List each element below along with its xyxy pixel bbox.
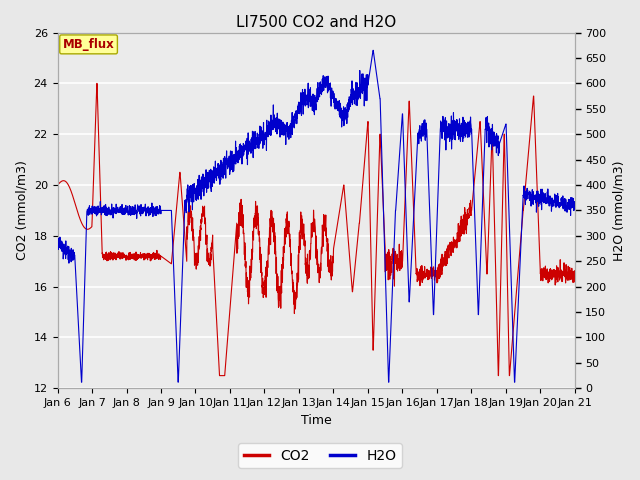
Title: LI7500 CO2 and H2O: LI7500 CO2 and H2O [236, 15, 396, 30]
X-axis label: Time: Time [301, 414, 332, 427]
Y-axis label: CO2 (mmol/m3): CO2 (mmol/m3) [15, 160, 28, 260]
Text: MB_flux: MB_flux [63, 38, 115, 51]
Legend: CO2, H2O: CO2, H2O [238, 443, 402, 468]
Y-axis label: H2O (mmol/m3): H2O (mmol/m3) [612, 160, 625, 261]
